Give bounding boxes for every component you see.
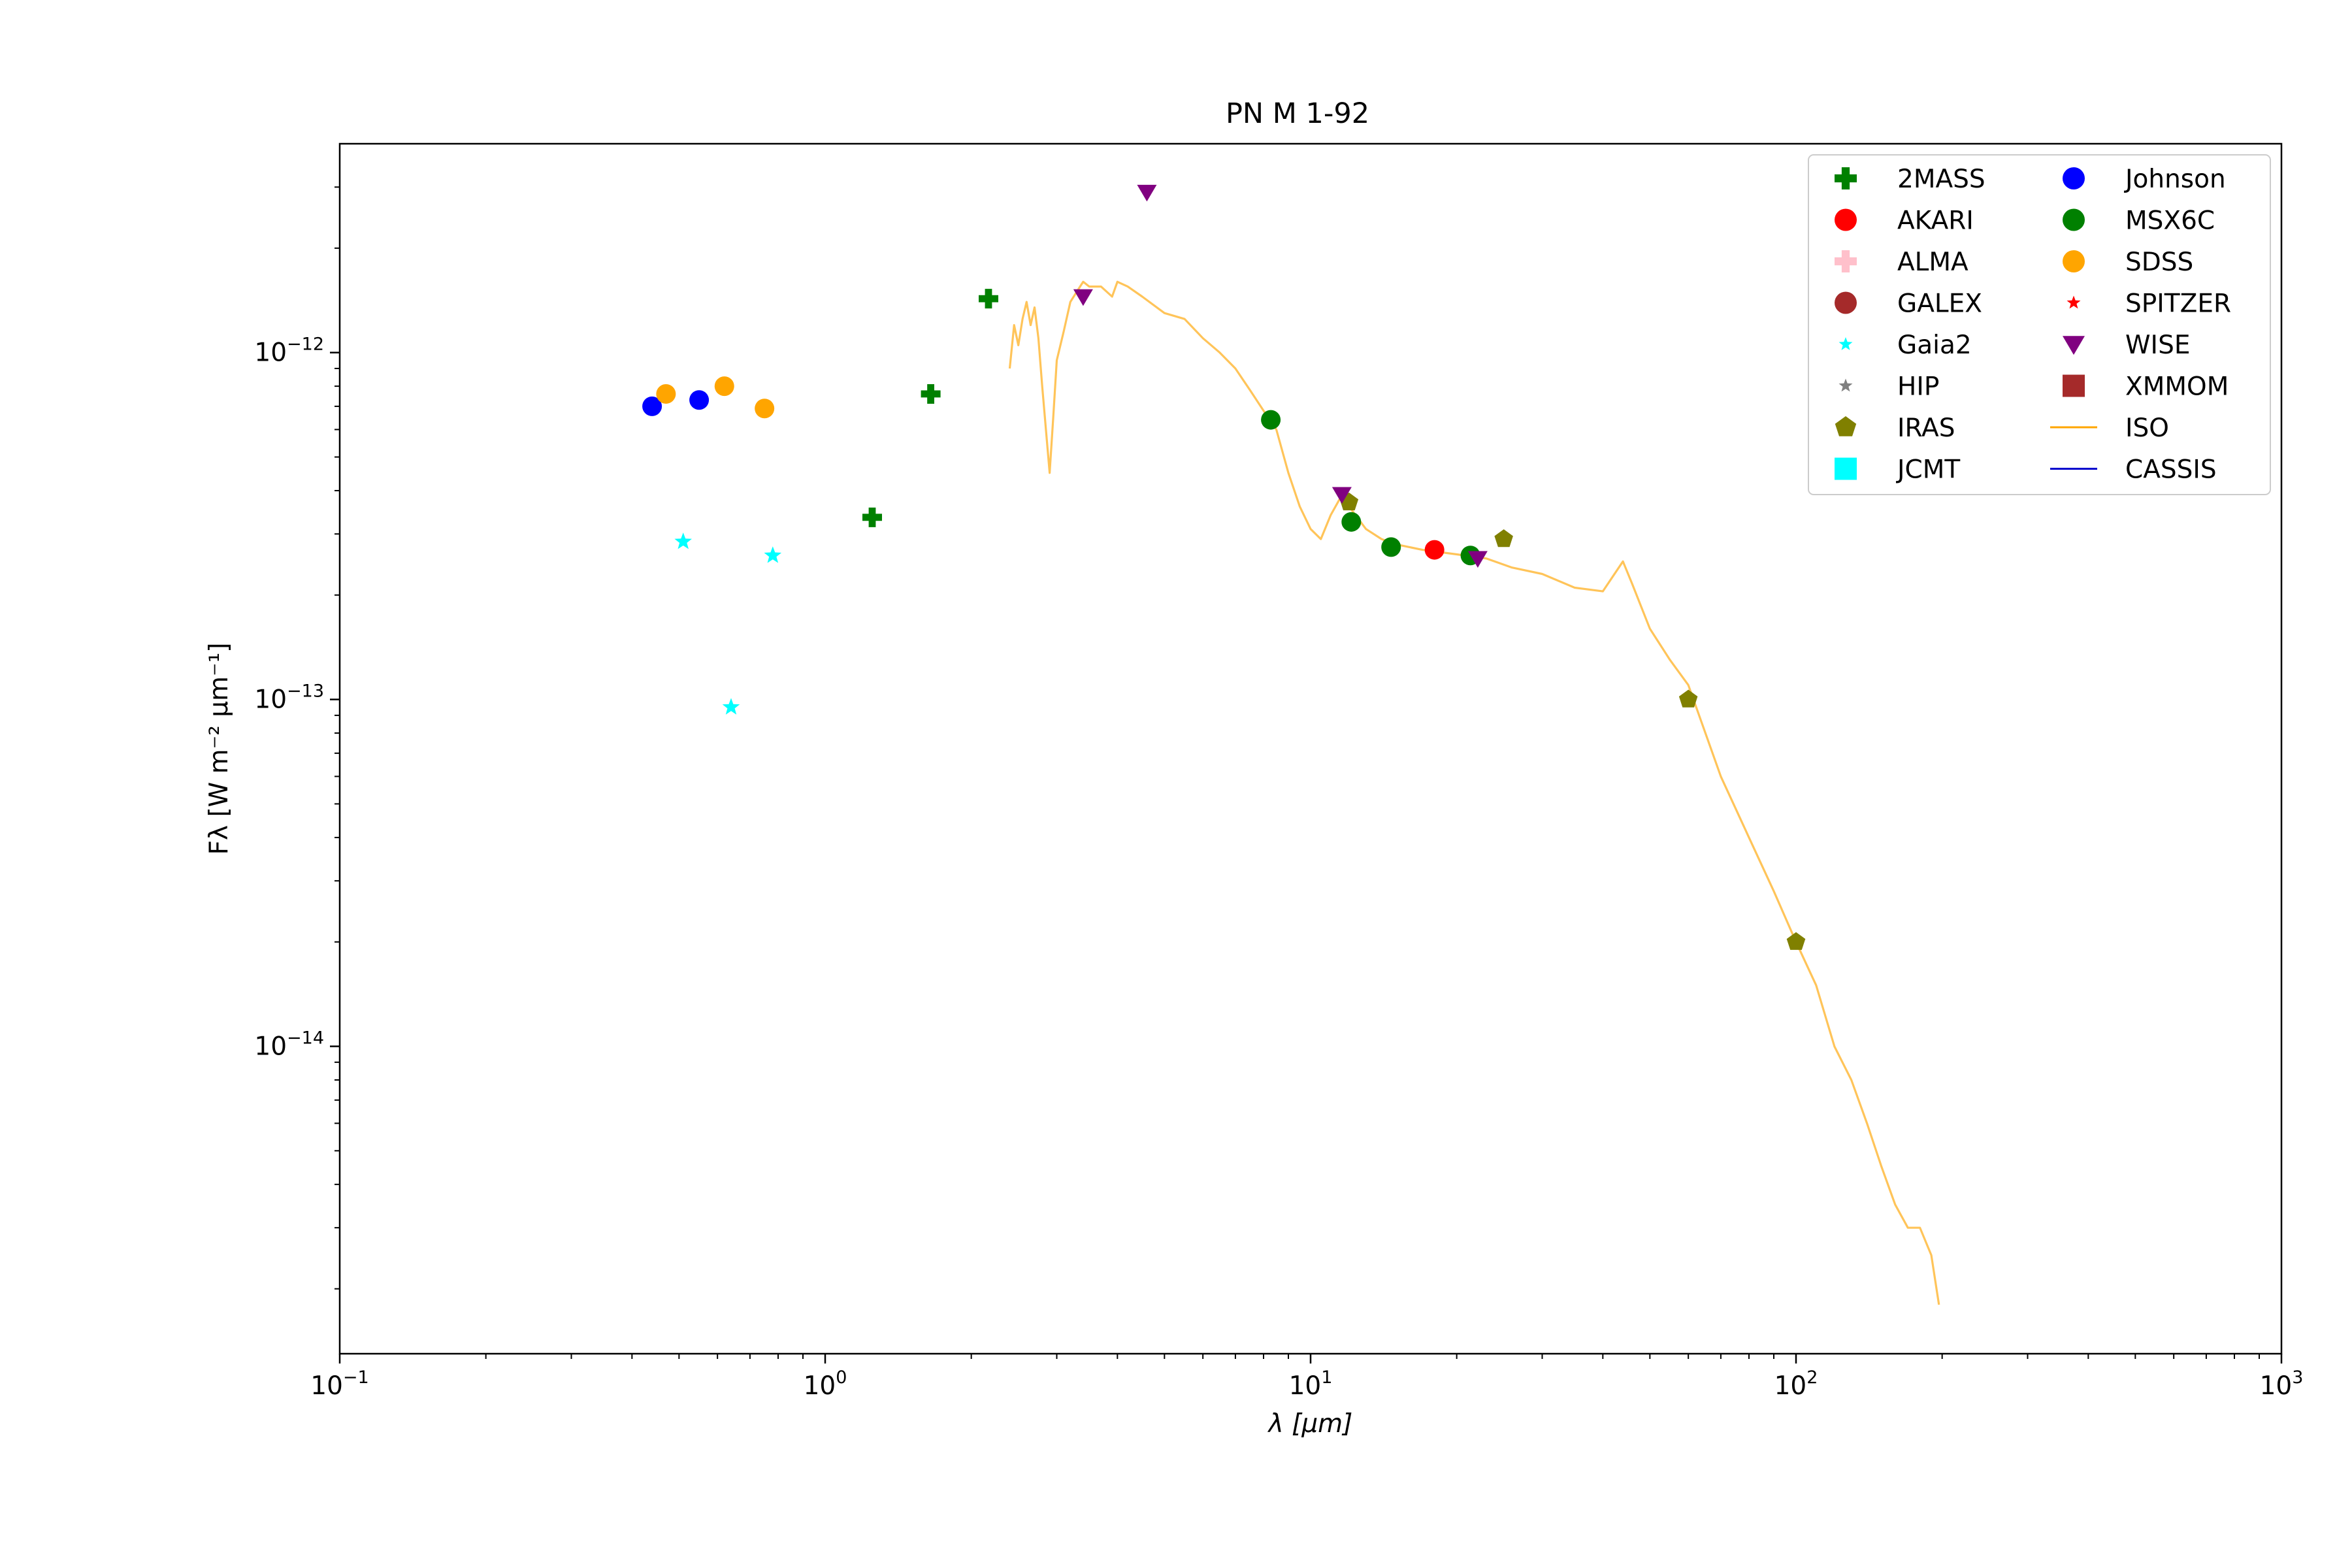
legend-marker-alma	[1835, 250, 1857, 272]
legend-entry-akari: AKARI	[1835, 206, 1974, 236]
data-point-sdss-0	[656, 384, 676, 404]
legend-label-alma: ALMA	[1897, 248, 1968, 277]
data-point-iras-3	[1786, 932, 1806, 950]
data-point-akari-0	[1424, 540, 1445, 560]
legend-label-2mass: 2MASS	[1897, 165, 1985, 194]
legend-marker-wise	[2063, 336, 2085, 355]
legend-entry-msx6c: MSX6C	[2063, 206, 2215, 236]
legend-label-spitzer: SPITZER	[2125, 289, 2231, 319]
data-point-gaia2-1	[722, 698, 740, 715]
data-point-johnson-1	[689, 390, 710, 410]
legend-marker-xmmom	[2063, 374, 2085, 397]
y-tick-label: 10−14	[254, 1028, 324, 1062]
data-point-iras-2	[1678, 689, 1698, 708]
legend-entry-xmmom: XMMOM	[2063, 372, 2229, 402]
legend-marker-akari	[1835, 208, 1857, 231]
legend-entry-spitzer: SPITZER	[2066, 289, 2231, 319]
legend-entry-sdss: SDSS	[2063, 248, 2193, 277]
legend-label-wise: WISE	[2125, 331, 2190, 360]
legend-marker-jcmt	[1835, 457, 1857, 480]
data-point-wise-0	[1073, 289, 1093, 306]
legend-entry-jcmt: JCMT	[1835, 455, 1960, 485]
legend-entry-gaia2: Gaia2	[1838, 331, 1972, 360]
legend-label-johnson: Johnson	[2123, 165, 2226, 194]
legend-entry-galex: GALEX	[1835, 289, 1982, 319]
legend-entry-alma: ALMA	[1835, 248, 1968, 277]
legend-marker-msx6c	[2063, 208, 2085, 231]
x-tick-label: 102	[1774, 1367, 1818, 1401]
legend-entry-cassis: CASSIS	[2050, 455, 2217, 485]
legend-label-jcmt: JCMT	[1895, 455, 1960, 485]
legend-entry-iso: ISO	[2050, 414, 2169, 443]
x-axis-label: λ [μm]	[1267, 1409, 1353, 1439]
legend-label-akari: AKARI	[1897, 206, 1974, 236]
series-line-iso	[1008, 280, 1940, 1305]
legend-entry-wise: WISE	[2063, 331, 2190, 360]
legend-marker-galex	[1835, 291, 1857, 314]
legend-box	[1808, 154, 2271, 495]
legend-marker-iras	[1835, 416, 1857, 436]
data-point-johnson-0	[642, 396, 662, 416]
legend-marker-spitzer	[2066, 295, 2081, 309]
data-point-2mass-0	[862, 507, 883, 527]
legend-label-galex: GALEX	[1897, 289, 1982, 319]
legend-label-iso: ISO	[2125, 414, 2169, 443]
data-point-msx6c-0	[1261, 410, 1281, 430]
data-point-2mass-1	[921, 384, 941, 404]
legend: 2MASS AKARI ALMA GALEX Gaia2 HIP IRAS JCMT Johns…	[1808, 154, 2271, 495]
legend-marker-gaia2	[1838, 337, 1853, 350]
legend-marker-johnson	[2063, 167, 2085, 189]
data-point-iras-1	[1494, 529, 1513, 547]
legend-marker-hip	[1838, 378, 1853, 392]
data-point-gaia2-2	[764, 546, 782, 563]
legend-entry-iras: IRAS	[1835, 414, 1955, 443]
legend-marker-sdss	[2063, 250, 2085, 272]
y-axis-label: Fλ [W m⁻² μm⁻¹]	[204, 643, 234, 855]
legend-entry-johnson: Johnson	[2063, 165, 2226, 194]
legend-label-sdss: SDSS	[2125, 248, 2193, 277]
legend-label-msx6c: MSX6C	[2125, 206, 2215, 236]
x-tick-label: 101	[1289, 1367, 1333, 1401]
data-point-wise-3	[1467, 551, 1488, 568]
chart-title: PN M 1-92	[1226, 97, 1369, 130]
legend-label-cassis: CASSIS	[2125, 455, 2217, 485]
data-point-sdss-1	[714, 376, 734, 397]
legend-label-iras: IRAS	[1897, 414, 1955, 443]
data-point-wise-2	[1331, 487, 1352, 504]
data-point-msx6c-1	[1341, 512, 1362, 532]
data-point-wise-1	[1137, 184, 1157, 202]
plot-area	[642, 184, 1940, 1305]
data-point-gaia2-0	[674, 532, 692, 549]
legend-label-xmmom: XMMOM	[2125, 372, 2229, 402]
data-point-msx6c-2	[1381, 537, 1401, 557]
legend-entry-hip: HIP	[1838, 372, 1939, 402]
legend-marker-2mass	[1835, 167, 1857, 189]
legend-label-gaia2: Gaia2	[1897, 331, 1972, 360]
legend-label-hip: HIP	[1897, 372, 1939, 402]
data-point-2mass-2	[978, 289, 998, 309]
legend-entry-2mass: 2MASS	[1835, 165, 1985, 194]
data-point-sdss-2	[755, 399, 775, 419]
